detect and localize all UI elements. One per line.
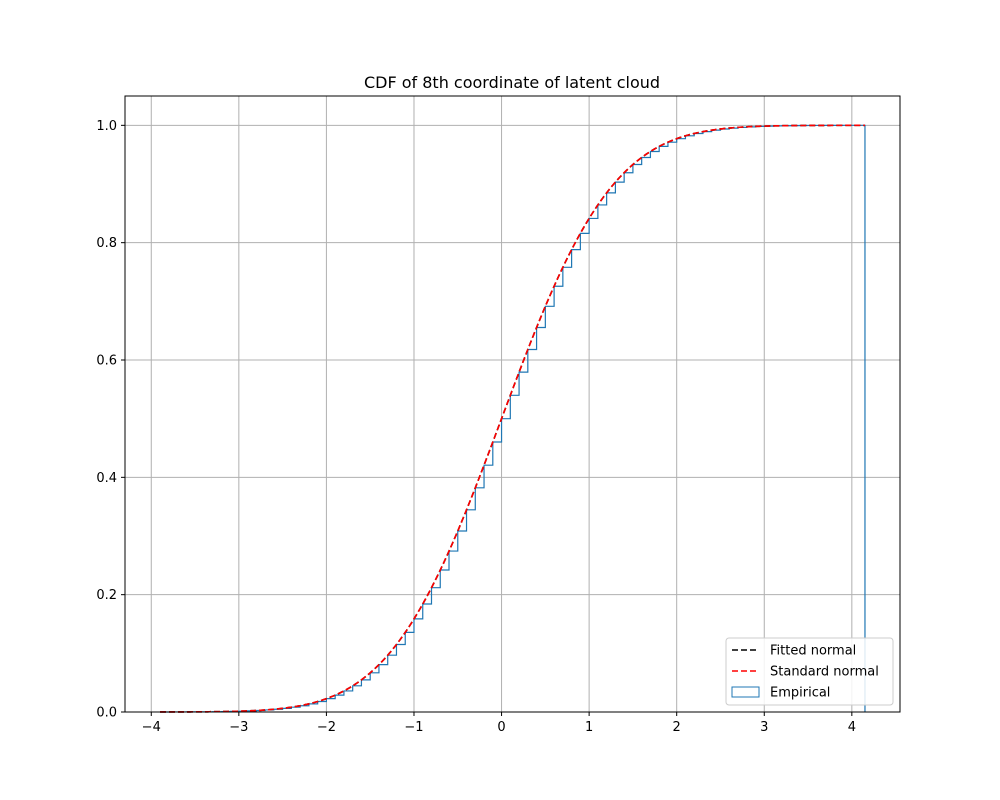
x-tick-label: 2: [673, 720, 681, 735]
legend-label: Standard normal: [770, 665, 879, 680]
x-tick-label: 4: [848, 720, 856, 735]
y-tick-label: 0.2: [96, 588, 117, 603]
plot-area-frame: [124, 95, 901, 713]
x-tick-label: −1: [404, 720, 423, 735]
legend-label: Empirical: [770, 686, 830, 701]
x-tick-label: 3: [760, 720, 768, 735]
legend-box: [725, 637, 894, 706]
x-tick-label: 1: [585, 720, 593, 735]
x-tick-label: −2: [317, 720, 336, 735]
x-tick-label: −4: [142, 720, 161, 735]
y-tick-label: 0.0: [96, 706, 117, 721]
y-tick-label: 1.0: [96, 119, 117, 134]
ticks: −4 −3 −2 −1 0 1 2 3 4 0.0 0.2 0.4 0.6 0.8 1.0: [96, 119, 856, 735]
y-tick-label: 0.8: [96, 236, 117, 251]
series-standard-normal-line: [160, 124, 865, 713]
x-tick-label: 0: [497, 720, 505, 735]
y-tick-label: 0.6: [96, 354, 117, 369]
x-tick-label: −3: [229, 720, 248, 735]
legend: Fitted normal Standard normal Empirical: [725, 637, 894, 706]
legend-label: Fitted normal: [770, 644, 856, 659]
legend-swatch: [731, 686, 760, 698]
chart-title: CDF of 8th coordinate of latent cloud: [364, 73, 660, 92]
y-tick-label: 0.4: [96, 471, 117, 486]
series-layer: [160, 124, 866, 713]
